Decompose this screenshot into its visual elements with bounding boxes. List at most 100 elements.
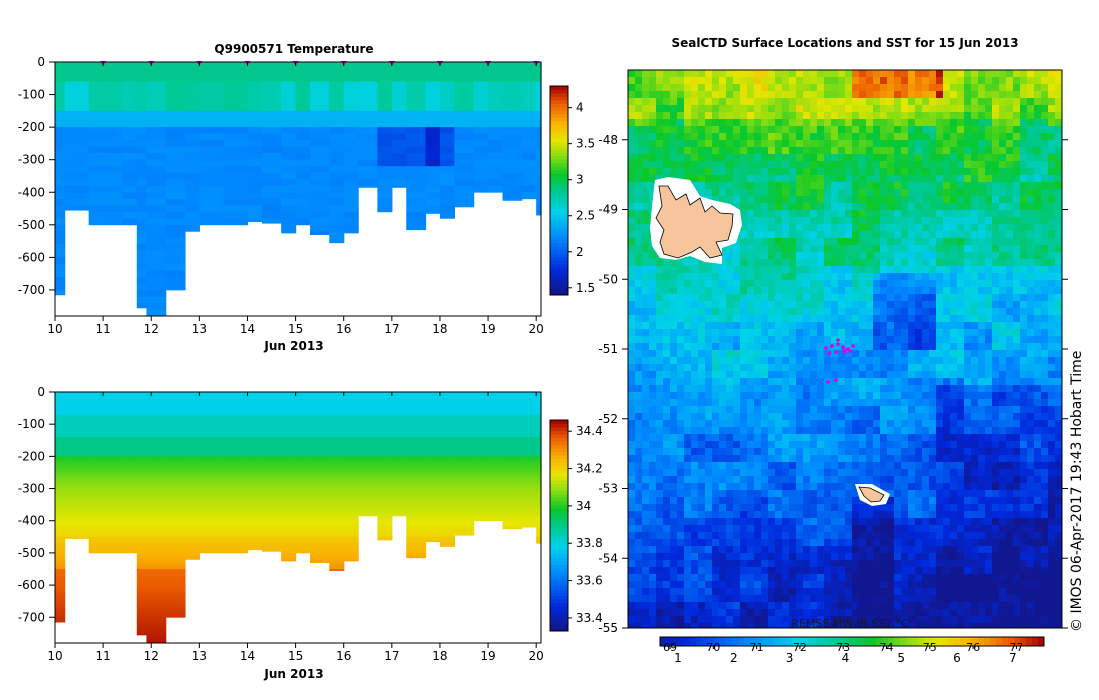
temperature-cell	[55, 81, 66, 86]
sst-cell	[761, 224, 769, 232]
temperature-cell	[406, 130, 427, 135]
temperature-cell	[406, 136, 427, 141]
temperature-cell	[88, 71, 123, 76]
salinity-cell	[184, 520, 200, 525]
sst-cell	[768, 238, 776, 246]
temperature-cell	[488, 185, 504, 190]
sst-cell	[985, 203, 993, 211]
sst-cell	[740, 182, 748, 190]
sst-cell	[768, 84, 776, 92]
temperature-cell	[281, 62, 297, 66]
salinity-cell	[439, 456, 455, 460]
temperature-cell	[223, 205, 249, 209]
salinity-cell	[247, 494, 263, 499]
salinity-cell	[439, 430, 455, 435]
temperature-cell	[425, 84, 441, 89]
sst-cell	[691, 259, 699, 267]
sst-cell	[1027, 196, 1035, 204]
colorbar-swatch	[550, 567, 568, 572]
salinity-cell	[122, 424, 138, 428]
salinity-cell	[184, 478, 200, 483]
temperature-cell	[425, 107, 441, 112]
temperature-cell	[146, 130, 167, 135]
temperature-cell	[377, 68, 393, 73]
salinity-cell	[223, 501, 249, 506]
sst-cell	[1055, 70, 1063, 78]
sst-cell	[733, 154, 741, 162]
sst-cell	[1034, 91, 1042, 99]
salinity-cell	[281, 546, 297, 551]
sst-cell	[1027, 147, 1035, 155]
colorbar-swatch	[550, 581, 568, 586]
salinity-cell	[439, 514, 455, 518]
temperature-cell	[261, 182, 282, 187]
sst-cell	[684, 84, 692, 92]
salinity-cell	[439, 527, 455, 531]
salinity-cell	[454, 498, 475, 502]
salinity-cell	[454, 507, 475, 512]
sst-cell	[908, 231, 916, 239]
temperature-cell	[55, 130, 66, 135]
sst-cell	[887, 98, 895, 106]
temperature-cell	[439, 182, 455, 187]
temperature-cell	[165, 94, 186, 99]
sst-cell	[726, 126, 734, 134]
sst-cell	[894, 91, 902, 99]
salinity-cell	[536, 507, 542, 512]
y-tick-label: -400	[18, 514, 45, 528]
sst-cell	[866, 161, 874, 169]
sst-cell	[887, 140, 895, 148]
temperature-cell	[247, 75, 263, 79]
sst-cell	[789, 154, 797, 162]
sst-cell	[915, 203, 923, 211]
temperature-cell	[425, 130, 441, 135]
sst-cell	[719, 84, 727, 92]
salinity-cell	[247, 530, 263, 534]
sst-cell	[796, 161, 804, 169]
temperature-cell	[329, 78, 345, 82]
salinity-cell	[55, 527, 66, 531]
sst-cell	[908, 210, 916, 218]
sst-cell	[936, 84, 944, 92]
sst-cell	[978, 203, 986, 211]
temperature-cell	[521, 130, 537, 135]
temperature-cell	[55, 146, 66, 151]
salinity-cell	[281, 536, 297, 541]
salinity-cell	[165, 420, 186, 425]
temperature-cell	[439, 68, 455, 73]
temperature-cell	[521, 120, 537, 125]
sst-cell	[796, 259, 804, 267]
temperature-cell	[343, 104, 359, 108]
sst-cell	[754, 175, 762, 183]
salinity-cell	[521, 517, 537, 522]
colorbar-swatch	[550, 152, 568, 157]
sst-cell	[642, 224, 650, 232]
sst-cell	[719, 189, 727, 197]
sst-cell	[1027, 259, 1035, 267]
salinity-cell	[199, 459, 225, 464]
temperature-cell	[136, 276, 148, 281]
sst-cell	[1055, 98, 1063, 106]
salinity-cell	[439, 459, 455, 464]
salinity-cell	[358, 482, 378, 486]
temperature-cell	[521, 185, 537, 190]
temperature-cell	[521, 195, 537, 200]
salinity-cell	[261, 398, 282, 403]
sst-cell	[1041, 217, 1049, 225]
temperature-cell	[165, 211, 186, 216]
temperature-cell	[223, 208, 249, 213]
salinity-cell	[358, 414, 378, 419]
salinity-cell	[406, 459, 427, 464]
temperature-cell	[199, 208, 225, 213]
temperature-cell	[184, 123, 200, 128]
temperature-cell	[454, 114, 475, 118]
salinity-cell	[223, 449, 249, 454]
temperature-cell	[358, 127, 378, 131]
temperature-cell	[295, 94, 311, 99]
temperature-cell	[184, 78, 200, 82]
temperature-cell	[146, 62, 167, 66]
sst-cell	[684, 105, 692, 113]
salinity-cell	[536, 536, 542, 541]
salinity-cell	[55, 472, 66, 477]
temperature-cell	[64, 127, 90, 131]
